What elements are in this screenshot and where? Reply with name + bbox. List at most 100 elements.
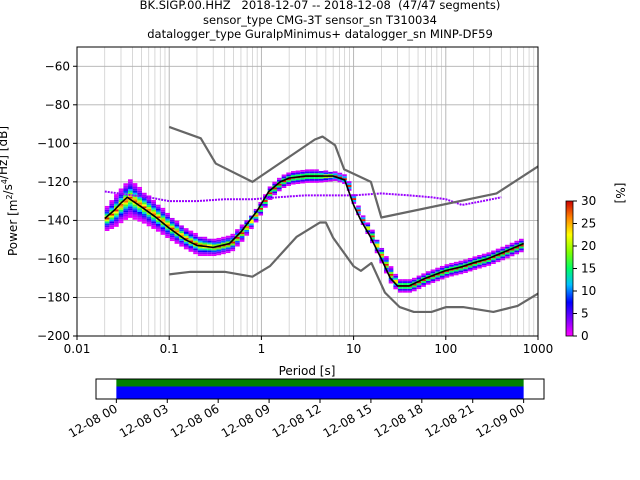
pdf-cell	[169, 237, 175, 240]
pdf-cell	[123, 187, 129, 190]
colorbar-tick-label: 10	[581, 284, 596, 298]
pdf-cell	[379, 253, 385, 256]
pdf-cell	[179, 227, 184, 230]
pdf-cell	[114, 224, 119, 227]
pdf-cell	[286, 180, 291, 183]
pdf-cell	[463, 269, 468, 272]
pdf-cell	[439, 275, 445, 278]
pdf-cell	[151, 211, 156, 214]
pdf-cell	[146, 208, 152, 211]
pdf-cell	[411, 285, 417, 288]
x-axis: 0.01 0.1 1 10 100 1000	[64, 336, 554, 356]
pdf-cell	[435, 275, 440, 278]
pdf-cell	[197, 236, 203, 239]
pdf-cell	[230, 249, 236, 252]
pdf-cell	[323, 178, 329, 181]
pdf-cell	[416, 277, 422, 280]
pdf-cell	[407, 290, 412, 293]
pdf-cell	[141, 221, 147, 224]
pdf-cell	[281, 184, 287, 187]
pdf-cell	[114, 215, 119, 218]
timeline-tick-label: 12-08 15	[321, 401, 375, 440]
pdf-cell	[160, 213, 166, 216]
pdf-cell	[118, 215, 124, 218]
pdf-cell	[193, 252, 198, 255]
colorbar-label: [%]	[613, 183, 627, 204]
pdf-cell	[519, 250, 524, 253]
pdf-cell	[128, 183, 133, 186]
pdf-cell	[356, 205, 361, 208]
pdf-cell	[207, 250, 212, 253]
pdf-cell	[370, 233, 375, 236]
pdf-cell	[286, 174, 291, 177]
pdf-cell	[356, 211, 361, 214]
pdf-cell	[463, 263, 468, 266]
pdf-cell	[402, 290, 408, 293]
pdf-cell	[439, 269, 445, 272]
pdf-cell	[141, 200, 147, 203]
pdf-cell	[416, 275, 422, 278]
pdf-cell	[146, 222, 152, 225]
pdf-cell	[128, 210, 133, 213]
pdf-cell	[467, 269, 473, 272]
pdf-cell	[155, 216, 161, 219]
pdf-cell	[314, 171, 319, 174]
pdf-cell	[290, 172, 296, 175]
pdf-cell	[151, 219, 156, 222]
pdf-cell	[160, 211, 166, 214]
pdf-cell	[137, 208, 142, 211]
pdf-cell	[244, 220, 250, 223]
x-tick-label: 1	[258, 342, 266, 356]
colorbar-tick-label: 15	[581, 262, 596, 276]
pdf-cell	[118, 190, 124, 193]
pdf-cell	[477, 256, 482, 259]
pdf-cell	[197, 242, 203, 245]
pdf-cell	[160, 215, 166, 218]
pdf-cell	[439, 277, 445, 280]
pdf-cell	[114, 197, 119, 200]
pdf-cell	[304, 177, 310, 180]
pdf-cell	[165, 228, 170, 231]
pdf-cell	[314, 173, 319, 176]
pdf-cell	[146, 195, 152, 198]
pdf-cell	[235, 240, 240, 243]
pdf-cell	[388, 281, 394, 284]
pdf-cell	[146, 207, 152, 209]
timeline-tick-label: 12-08 06	[168, 401, 222, 440]
x-tick-label: 1000	[523, 342, 554, 356]
pdf-cell	[467, 259, 473, 262]
pdf-cell	[211, 240, 217, 243]
pdf-cell	[146, 214, 152, 217]
pdf-cell	[491, 260, 496, 263]
pdf-cell	[118, 196, 124, 199]
pdf-cell	[425, 282, 431, 285]
pdf-cell	[481, 261, 487, 264]
pdf-cell	[323, 180, 329, 183]
pdf-cell	[425, 273, 431, 276]
pdf-cell	[193, 238, 198, 241]
pdf-cell	[425, 275, 431, 278]
pdf-cell	[235, 238, 240, 241]
timeline-tick-label: 12-08 03	[117, 401, 171, 440]
pdf-cell	[165, 212, 170, 215]
colorbar: 0 5 10 15 20 25 30 [%]	[565, 183, 627, 343]
pdf-cell	[388, 269, 394, 272]
pdf-cell	[118, 198, 124, 201]
pdf-cell	[505, 256, 510, 259]
pdf-cell	[514, 250, 520, 253]
pdf-cell	[104, 205, 110, 208]
pdf-cell	[118, 205, 124, 208]
pdf-cell	[183, 245, 189, 248]
pdf-cell	[118, 221, 124, 224]
pdf-cell	[165, 216, 170, 219]
pdf-cell	[374, 241, 380, 244]
pdf-cell	[309, 178, 315, 181]
pdf-cell	[141, 217, 147, 220]
pdf-cell	[318, 172, 324, 175]
pdf-cell	[109, 200, 115, 203]
pdf-cell	[202, 238, 208, 241]
pdf-cell	[118, 209, 124, 212]
pdf-cell	[500, 250, 506, 253]
pdf-cell	[505, 252, 510, 255]
pdf-cell	[276, 187, 282, 190]
